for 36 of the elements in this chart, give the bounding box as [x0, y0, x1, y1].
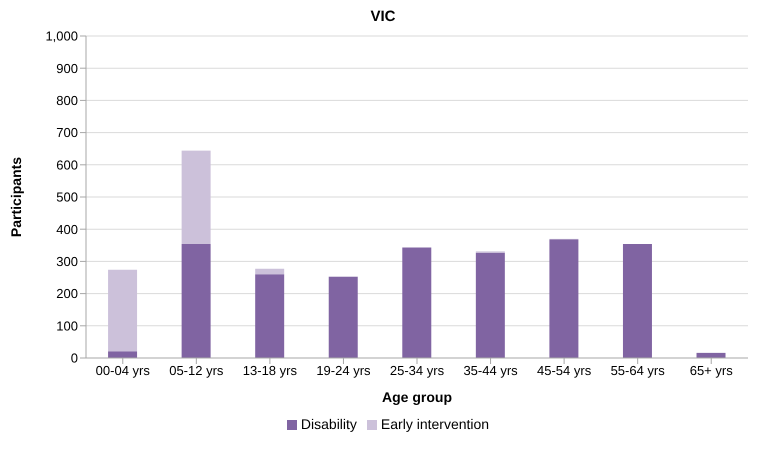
y-tick-label: 1,000: [45, 28, 78, 44]
y-tick-label: 300: [56, 254, 78, 270]
bar: [549, 240, 578, 358]
bar: [255, 268, 284, 274]
bar: [476, 252, 505, 358]
bar: [402, 248, 432, 358]
y-tick-label: 0: [70, 350, 78, 366]
x-tick-label: 55-64 yrs: [610, 363, 666, 378]
y-tick-label: 700: [56, 125, 78, 140]
bar: [182, 244, 211, 358]
x-tick-label: 65+ yrs: [690, 363, 734, 378]
x-tick-label: 00-04 yrs: [96, 363, 150, 378]
x-tick-label: 13-18 yrs: [242, 363, 298, 378]
y-tick-label: 800: [56, 93, 78, 108]
bar: [108, 352, 138, 358]
bar: [182, 150, 211, 244]
chart-title: VIC: [369, 8, 396, 27]
x-tick-label: 05-12 yrs: [169, 363, 224, 378]
y-tick-label: 100: [56, 318, 78, 334]
x-tick-label: 45-54 yrs: [537, 363, 592, 378]
x-axis-title: Age group: [382, 389, 452, 405]
legend-label: Early intervention: [380, 416, 490, 432]
legend-label: Disability: [300, 416, 357, 432]
y-axis-title: Participants: [8, 156, 24, 238]
bar: [108, 270, 138, 352]
y-tick-label: 200: [56, 286, 78, 302]
y-tick-label: 600: [56, 157, 78, 172]
bar: [328, 276, 358, 358]
y-tick-label: 400: [56, 222, 78, 237]
bar: [255, 274, 284, 358]
bar: [622, 244, 652, 358]
x-tick-label: 19-24 yrs: [316, 363, 372, 378]
y-tick-label: 900: [56, 60, 78, 76]
x-tick-label: 35-44 yrs: [463, 363, 518, 378]
x-tick-label: 25-34 yrs: [390, 363, 445, 378]
y-tick-label: 500: [56, 190, 78, 205]
